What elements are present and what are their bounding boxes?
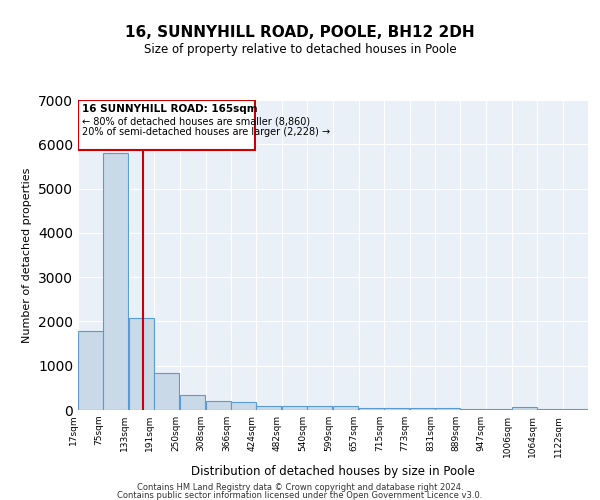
Bar — [460, 408, 485, 410]
Bar — [307, 406, 332, 410]
Bar — [256, 406, 281, 410]
Text: 20% of semi-detached houses are larger (2,228) →: 20% of semi-detached houses are larger (… — [82, 127, 331, 137]
Bar — [435, 408, 460, 410]
Bar — [206, 401, 230, 410]
Y-axis label: Number of detached properties: Number of detached properties — [22, 168, 32, 342]
Bar — [410, 408, 434, 410]
X-axis label: Distribution of detached houses by size in Poole: Distribution of detached houses by size … — [191, 466, 475, 478]
Text: 16, SUNNYHILL ROAD, POOLE, BH12 2DH: 16, SUNNYHILL ROAD, POOLE, BH12 2DH — [125, 25, 475, 40]
Bar — [563, 409, 587, 410]
Bar — [129, 318, 154, 410]
Bar — [231, 402, 256, 410]
Bar — [333, 406, 358, 410]
Bar — [512, 407, 536, 410]
Text: ← 80% of detached houses are smaller (8,860): ← 80% of detached houses are smaller (8,… — [82, 116, 311, 126]
Text: Contains HM Land Registry data © Crown copyright and database right 2024.: Contains HM Land Registry data © Crown c… — [137, 483, 463, 492]
Bar — [282, 406, 307, 410]
Text: 16 SUNNYHILL ROAD: 165sqm: 16 SUNNYHILL ROAD: 165sqm — [82, 104, 258, 115]
Bar — [103, 153, 128, 410]
Bar — [537, 409, 562, 410]
Text: Contains public sector information licensed under the Open Government Licence v3: Contains public sector information licen… — [118, 492, 482, 500]
Bar — [180, 395, 205, 410]
Text: Size of property relative to detached houses in Poole: Size of property relative to detached ho… — [143, 44, 457, 57]
FancyBboxPatch shape — [78, 100, 255, 150]
Bar — [384, 408, 409, 410]
Bar — [486, 409, 511, 410]
Bar — [78, 331, 103, 410]
Bar — [359, 408, 383, 410]
Bar — [154, 373, 179, 410]
